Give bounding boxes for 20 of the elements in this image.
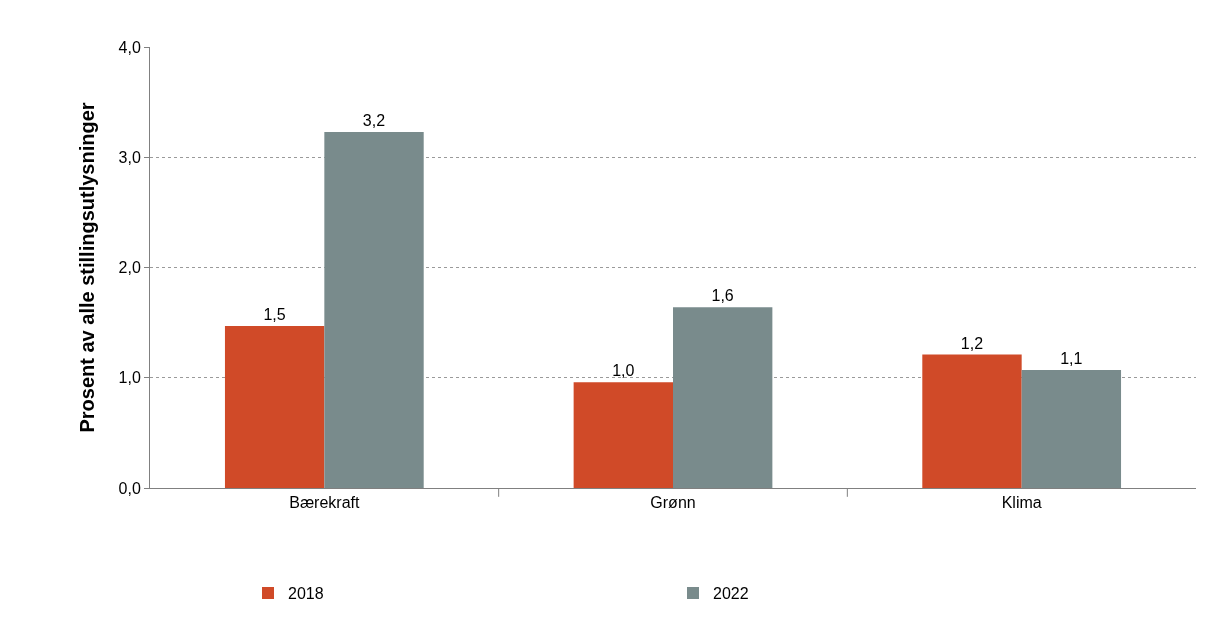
x-tick-label: Klima (1001, 494, 1042, 512)
data-label: 3,2 (362, 111, 386, 129)
data-label: 1,2 (960, 334, 984, 352)
y-tick-label: 1,0 (118, 369, 141, 387)
x-tick-label: Grønn (650, 494, 696, 512)
data-label: 1,5 (263, 305, 286, 323)
y-tick-label: 0,0 (118, 479, 141, 497)
bar (922, 354, 1022, 488)
x-tick-label: Bærekraft (289, 494, 360, 512)
y-axis-title: Prosent av alle stillingsutlysninger (76, 102, 99, 433)
y-tick-label: 3,0 (118, 148, 141, 166)
data-label: 1,6 (711, 287, 734, 305)
legend-label: 2018 (288, 585, 324, 603)
legend-label: 2022 (713, 585, 749, 603)
y-tick-label: 4,0 (118, 38, 141, 56)
bar (224, 325, 325, 488)
bar (573, 382, 673, 488)
data-label: 1,0 (612, 362, 635, 380)
data-label: 1,1 (1060, 350, 1083, 368)
y-tick-label: 2,0 (118, 259, 141, 277)
